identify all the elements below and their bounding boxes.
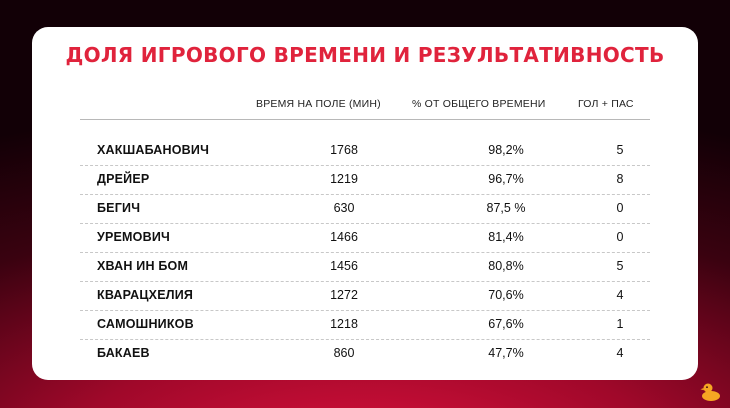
column-header-goals-assists: ГОЛ + ПАС <box>578 98 634 110</box>
player-goals-assists: 1 <box>616 317 624 331</box>
player-time: 1218 <box>330 317 358 331</box>
player-percent: 98,2% <box>488 143 524 157</box>
player-goals-assists: 4 <box>616 346 624 360</box>
player-percent: 96,7% <box>488 172 524 186</box>
table-row: ДРЕЙЕР 1219 96,7% 8 <box>80 166 650 195</box>
player-goals-assists: 0 <box>616 201 624 215</box>
duck-icon <box>700 383 720 401</box>
player-percent: 70,6% <box>488 288 524 302</box>
player-goals-assists: 5 <box>616 259 624 273</box>
player-name: КВАРАЦХЕЛИЯ <box>97 288 194 302</box>
player-name: ДРЕЙЕР <box>97 172 150 186</box>
page-title: ДОЛЯ ИГРОВОГО ВРЕМЕНИ И РЕЗУЛЬТАТИВНОСТЬ <box>65 43 665 67</box>
players-table: ХАКШАБАНОВИЧ 1768 98,2% 5 ДРЕЙЕР 1219 96… <box>80 137 650 368</box>
player-name: ХВАН ИН БОМ <box>97 259 189 273</box>
player-percent: 67,6% <box>488 317 524 331</box>
table-row: САМОШНИКОВ 1218 67,6% 1 <box>80 311 650 340</box>
player-goals-assists: 4 <box>616 288 624 302</box>
column-header-time: ВРЕМЯ НА ПОЛЕ (МИН) <box>256 98 381 110</box>
player-time: 1768 <box>330 143 358 157</box>
column-header-percent: % ОТ ОБЩЕГО ВРЕМЕНИ <box>412 98 546 110</box>
player-time: 1219 <box>330 172 358 186</box>
player-goals-assists: 0 <box>616 230 624 244</box>
player-percent: 80,8% <box>488 259 524 273</box>
header-divider <box>80 119 650 120</box>
player-percent: 87,5 % <box>486 201 526 215</box>
player-name: ХАКШАБАНОВИЧ <box>97 143 210 157</box>
player-time: 1466 <box>330 230 358 244</box>
player-time: 1456 <box>330 259 358 273</box>
player-name: БАКАЕВ <box>97 346 150 360</box>
player-percent: 47,7% <box>488 346 524 360</box>
table-row: ХАКШАБАНОВИЧ 1768 98,2% 5 <box>80 137 650 166</box>
stats-card: ДОЛЯ ИГРОВОГО ВРЕМЕНИ И РЕЗУЛЬТАТИВНОСТЬ… <box>32 27 698 380</box>
player-goals-assists: 8 <box>616 172 624 186</box>
player-time: 860 <box>333 346 355 360</box>
player-percent: 81,4% <box>488 230 524 244</box>
player-name: УРЕМОВИЧ <box>97 230 170 244</box>
table-row: КВАРАЦХЕЛИЯ 1272 70,6% 4 <box>80 282 650 311</box>
table-row: БАКАЕВ 860 47,7% 4 <box>80 340 650 368</box>
player-name: САМОШНИКОВ <box>97 317 194 331</box>
player-name: БЕГИЧ <box>97 201 141 215</box>
player-goals-assists: 5 <box>616 143 624 157</box>
table-row: УРЕМОВИЧ 1466 81,4% 0 <box>80 224 650 253</box>
player-time: 1272 <box>330 288 358 302</box>
table-row: ХВАН ИН БОМ 1456 80,8% 5 <box>80 253 650 282</box>
table-row: БЕГИЧ 630 87,5 % 0 <box>80 195 650 224</box>
player-time: 630 <box>333 201 355 215</box>
